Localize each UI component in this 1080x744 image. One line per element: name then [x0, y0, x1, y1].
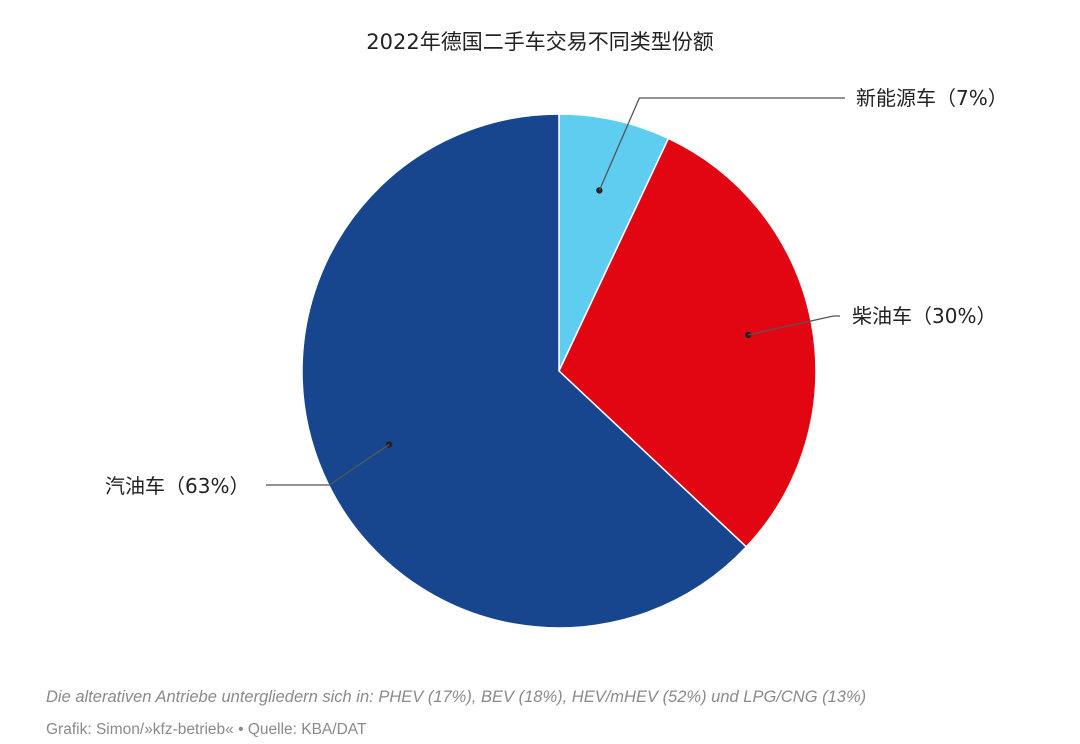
footnote-note: Die alterativen Antriebe untergliedern s… — [46, 688, 867, 706]
pie-slice-label: 新能源车（7%） — [856, 86, 1008, 110]
pie-leader-line — [598, 97, 845, 191]
footnote-credit: Grafik: Simon/»kfz-betrieb« • Quelle: KB… — [46, 721, 367, 738]
pie-chart: 新能源车（7%） 柴油车（30%） 汽油车（63%） — [105, 86, 1008, 629]
pie-slice — [301, 113, 748, 629]
pie-slice — [558, 137, 817, 548]
chart-title: 2022年德国二手车交易不同类型份额 — [366, 30, 714, 54]
pie-labels: 新能源车（7%） 柴油车（30%） 汽油车（63%） — [105, 86, 1008, 498]
pie-slice — [558, 113, 670, 372]
pie-leader-line — [748, 315, 840, 336]
pie-slices — [301, 113, 817, 629]
pie-slice-label: 汽油车（63%） — [105, 474, 249, 498]
pie-slice-label: 柴油车（30%） — [852, 304, 996, 328]
pie-leader-line — [266, 443, 390, 486]
